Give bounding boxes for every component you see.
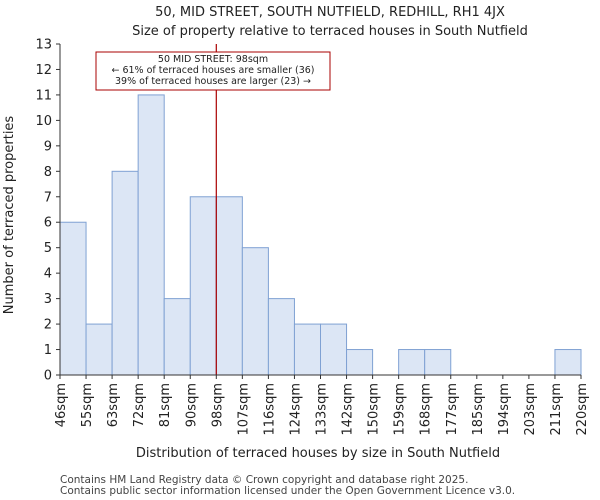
histogram-bar (398, 349, 426, 376)
annotation-line-1: 50 MID STREET: 98sqm (158, 54, 268, 65)
y-tick-label: 1 (44, 343, 52, 358)
x-tick-label: 142sqm (341, 383, 356, 436)
x-tick-label: 203sqm (523, 383, 538, 436)
y-tick-label: 0 (44, 369, 52, 384)
histogram-bar (346, 349, 374, 376)
histogram-bar (85, 323, 113, 376)
histogram-bar (189, 196, 217, 376)
chart-title: 50, MID STREET, SOUTH NUTFIELD, REDHILL,… (155, 5, 505, 20)
y-tick-label: 3 (44, 292, 52, 307)
x-tick-label: 55sqm (80, 383, 95, 427)
y-tick-label: 13 (35, 38, 52, 53)
histogram-bar (241, 247, 269, 376)
y-tick-label: 11 (35, 88, 52, 103)
x-tick-label: 159sqm (393, 383, 408, 436)
x-tick-label: 98sqm (210, 383, 225, 427)
histogram-bar (111, 170, 139, 376)
x-ticks-group: 46sqm 55sqm 63sqm 72sqm 81sqm 90sqm 98sqm 107sq… (54, 375, 590, 436)
histogram-bar (293, 323, 322, 376)
y-tick-label: 10 (35, 114, 52, 129)
histogram-bar (163, 298, 191, 376)
y-tick-label: 12 (35, 63, 52, 78)
histogram-bar (320, 323, 348, 376)
x-tick-label: 220sqm (575, 383, 590, 436)
x-tick-label: 116sqm (262, 383, 277, 436)
x-tick-label: 150sqm (367, 383, 382, 436)
footer-line-1: Contains HM Land Registry data © Crown c… (60, 474, 468, 486)
x-tick-label: 211sqm (549, 383, 564, 436)
x-tick-label: 63sqm (106, 383, 121, 427)
histogram-bar (424, 349, 452, 376)
histogram-bar (267, 298, 295, 376)
x-tick-label: 177sqm (445, 383, 460, 436)
y-tick-label: 8 (44, 165, 52, 180)
histogram-bar (59, 221, 87, 376)
y-axis-label: Number of terraced properties (2, 116, 17, 315)
annotation-line-3: 39% of terraced houses are larger (23) → (115, 76, 311, 87)
x-tick-label: 168sqm (419, 383, 434, 436)
histogram-bar (554, 349, 582, 376)
x-tick-label: 124sqm (288, 383, 303, 436)
y-tick-label: 2 (44, 318, 52, 333)
bars-group (59, 94, 582, 376)
y-tick-label: 9 (44, 139, 52, 154)
x-tick-label: 72sqm (132, 383, 147, 427)
y-tick-label: 4 (44, 267, 52, 282)
x-tick-label: 185sqm (471, 383, 486, 436)
y-tick-label: 7 (44, 190, 52, 205)
x-tick-label: 81sqm (158, 383, 173, 427)
x-tick-label: 90sqm (184, 383, 199, 427)
histogram-bar (137, 94, 165, 376)
y-tick-label: 6 (44, 216, 52, 231)
annotation-box: 50 MID STREET: 98sqm ← 61% of terraced h… (95, 51, 331, 91)
x-axis-label: Distribution of terraced houses by size … (136, 446, 500, 461)
x-tick-label: 107sqm (236, 383, 251, 436)
annotation-line-2: ← 61% of terraced houses are smaller (36… (111, 65, 314, 76)
histogram-bar (215, 196, 243, 376)
x-tick-label: 133sqm (315, 383, 330, 436)
x-tick-label: 194sqm (497, 383, 512, 436)
chart-subtitle: Size of property relative to terraced ho… (132, 24, 528, 39)
footer-line-2: Contains public sector information licen… (60, 485, 515, 497)
x-tick-label: 46sqm (54, 383, 69, 427)
y-tick-label: 5 (44, 241, 52, 256)
